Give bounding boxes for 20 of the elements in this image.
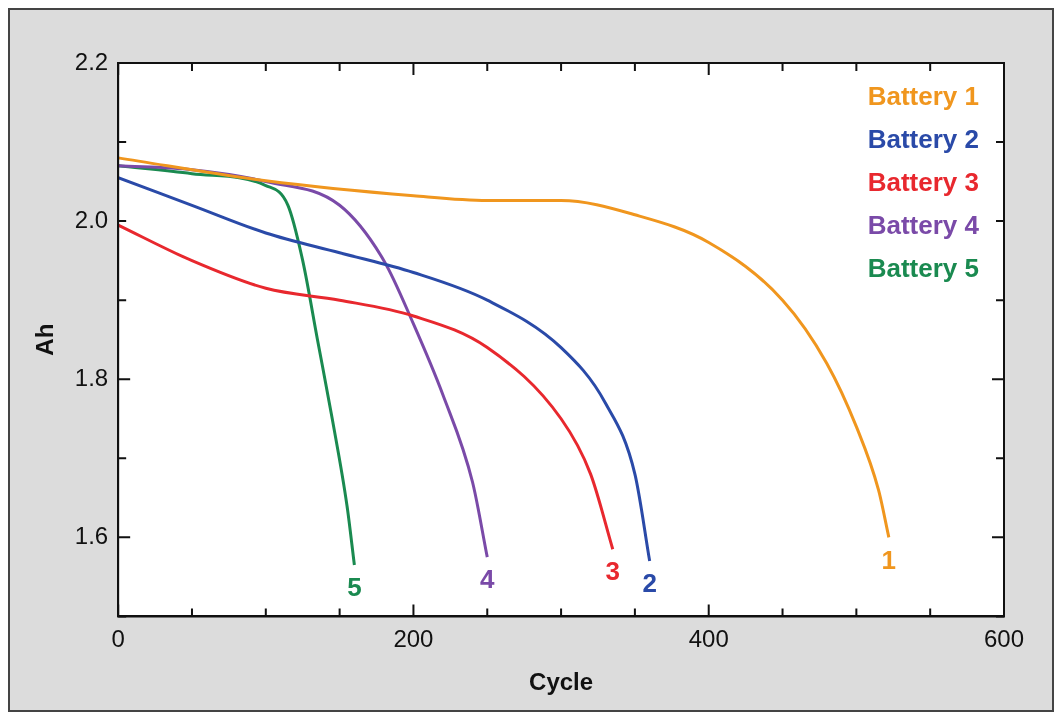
y-tick-label: 2.2 (74, 47, 109, 75)
x-tick-label: 600 (983, 625, 1025, 653)
text: Battery 2 (867, 124, 979, 155)
annotation: 4 (480, 564, 496, 595)
x-tick-label: 400 (688, 625, 729, 653)
y-tick-label: 2.0 (74, 205, 109, 233)
annotation: 5 (347, 572, 362, 603)
annotation: 2 (642, 568, 657, 599)
annotation: 1 (881, 544, 897, 575)
y-tick-label: 1.6 (74, 521, 109, 549)
text: Battery 5 (867, 253, 979, 284)
y-tick-label: 1.8 (74, 363, 109, 391)
text: Battery 3 (867, 167, 979, 198)
annotation: 3 (605, 556, 620, 587)
text: Battery 4 (867, 210, 980, 241)
y-axis-title: Ah (31, 323, 59, 356)
text: Battery 1 (867, 81, 979, 112)
x-axis-title: Cycle (529, 668, 594, 696)
x-tick-label: 200 (393, 625, 434, 653)
x-tick-label: 0 (111, 625, 125, 653)
